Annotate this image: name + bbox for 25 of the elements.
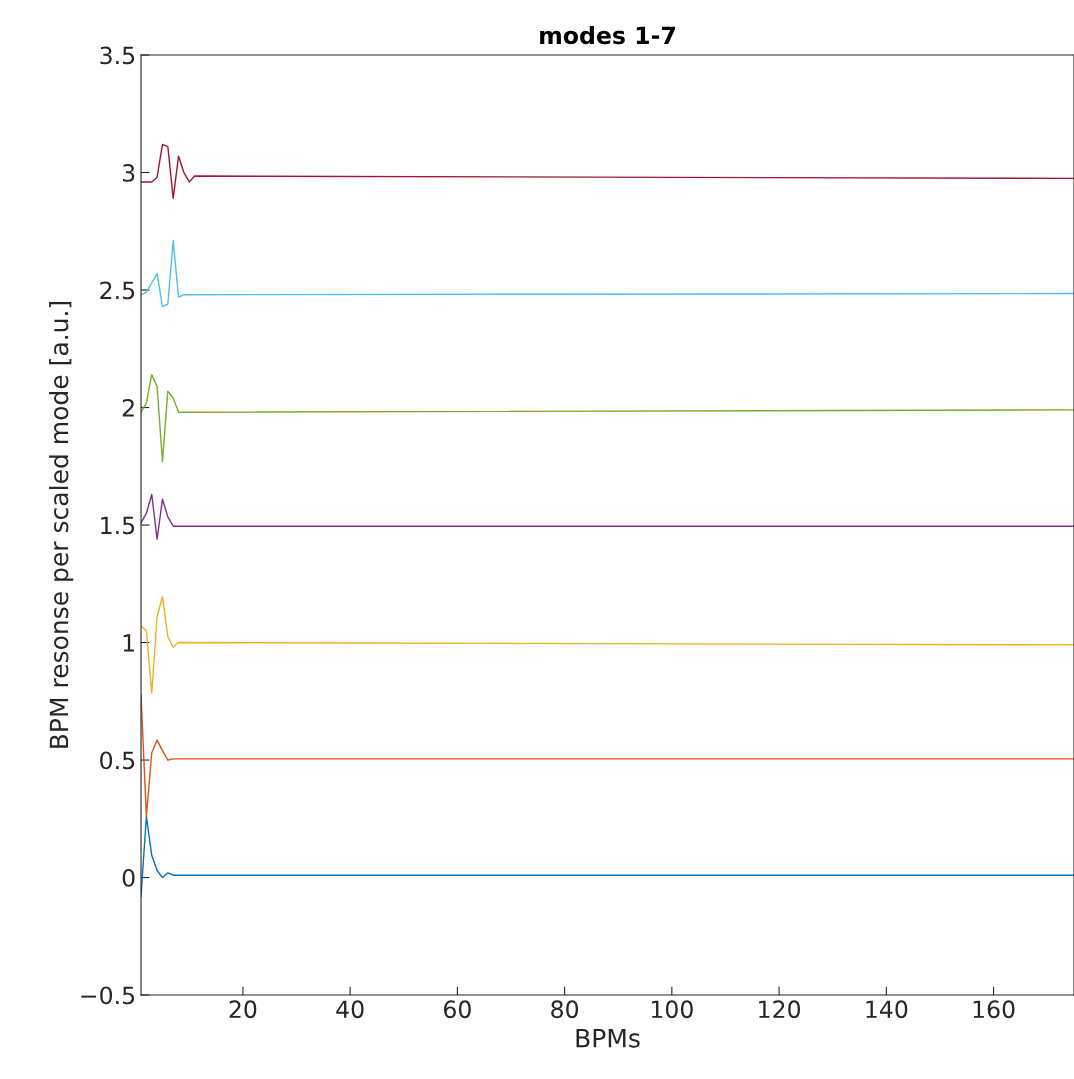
- x-tick-label: 80: [551, 1000, 579, 1019]
- x-tick-label: 60: [444, 1000, 471, 1019]
- line-series: [141, 143, 1074, 200]
- x-tick-label: 100: [651, 1000, 693, 1019]
- y-tick-label: 2: [122, 398, 134, 417]
- line-series: [141, 239, 1074, 308]
- line-series: [141, 373, 1074, 463]
- y-tick-label: −0.5: [81, 986, 135, 1005]
- y-axis-title: BPM resonse per scaled mode [a.u.]: [49, 301, 74, 748]
- x-tick-label: 20: [229, 1000, 257, 1019]
- y-tick-label: 3.5: [100, 46, 135, 65]
- x-axis-title: BPMs: [576, 1029, 640, 1048]
- y-tick-label: 1.5: [101, 516, 135, 535]
- y-tick-label: 3: [122, 163, 135, 182]
- line-series: [141, 493, 1074, 540]
- x-tick-label: 40: [336, 1000, 364, 1019]
- x-tick-label: 160: [973, 1000, 1015, 1019]
- x-tick-label: 120: [759, 1000, 801, 1019]
- line-series: [141, 596, 1074, 694]
- chart-title: modes 1-7: [540, 25, 675, 45]
- y-tick-label: 1: [123, 634, 134, 652]
- y-tick-label: 0.5: [100, 751, 135, 770]
- y-tick-label: 0: [122, 869, 135, 887]
- x-tick-label: 140: [866, 1000, 908, 1019]
- y-tick-label: 2.5: [100, 281, 135, 300]
